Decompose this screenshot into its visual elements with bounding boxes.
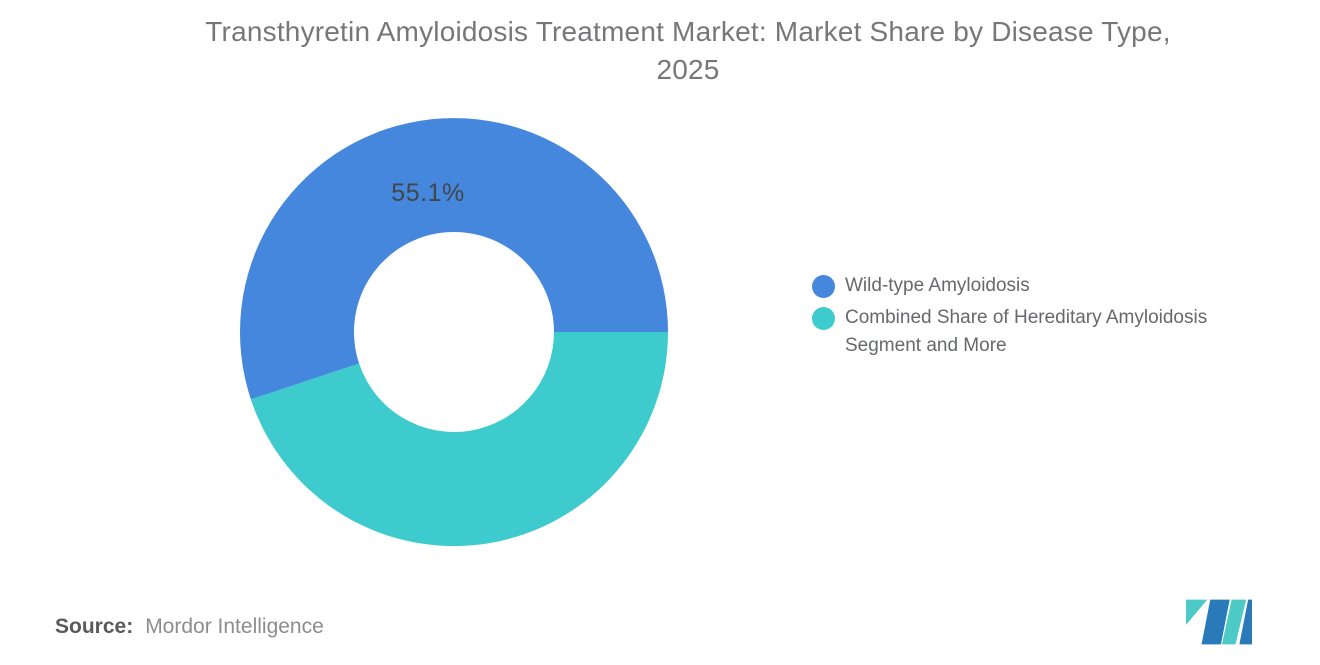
chart-title-line1: Transthyretin Amyloidosis Treatment Mark…	[205, 16, 1171, 47]
legend-item-hereditary-combined[interactable]: Combined Share of Hereditary Amyloidosis…	[812, 304, 1292, 360]
donut-svg	[240, 118, 668, 546]
donut-slice-hereditary-combined[interactable]	[250, 332, 668, 546]
mordor-logo-icon	[1186, 599, 1252, 645]
donut-slice-wild-type[interactable]	[240, 118, 668, 400]
donut-chart	[240, 118, 668, 546]
chart-title: Transthyretin Amyloidosis Treatment Mark…	[56, 13, 1320, 89]
legend-swatch-hereditary-icon	[812, 307, 835, 330]
logo-teal-triangle	[1186, 599, 1208, 625]
legend-item-wild-type[interactable]: Wild-type Amyloidosis	[812, 272, 1292, 300]
source-line: Source: Mordor Intelligence	[55, 615, 324, 639]
chart-title-line2: 2025	[656, 54, 720, 85]
source-prefix: Source:	[55, 615, 134, 638]
legend-label: Combined Share of Hereditary Amyloidosis…	[845, 307, 1208, 356]
source-name: Mordor Intelligence	[145, 615, 324, 638]
logo-teal-stroke	[1221, 599, 1247, 645]
logo-blue-triangle	[1239, 599, 1252, 645]
logo-blue-stroke	[1201, 599, 1230, 645]
legend-swatch-wild-type-icon	[812, 275, 835, 298]
slice-data-label: 55.1%	[391, 179, 465, 207]
legend: Wild-type Amyloidosis Combined Share of …	[812, 272, 1292, 360]
mordor-intelligence-logo	[1186, 599, 1252, 645]
legend-label: Wild-type Amyloidosis	[845, 275, 1030, 296]
